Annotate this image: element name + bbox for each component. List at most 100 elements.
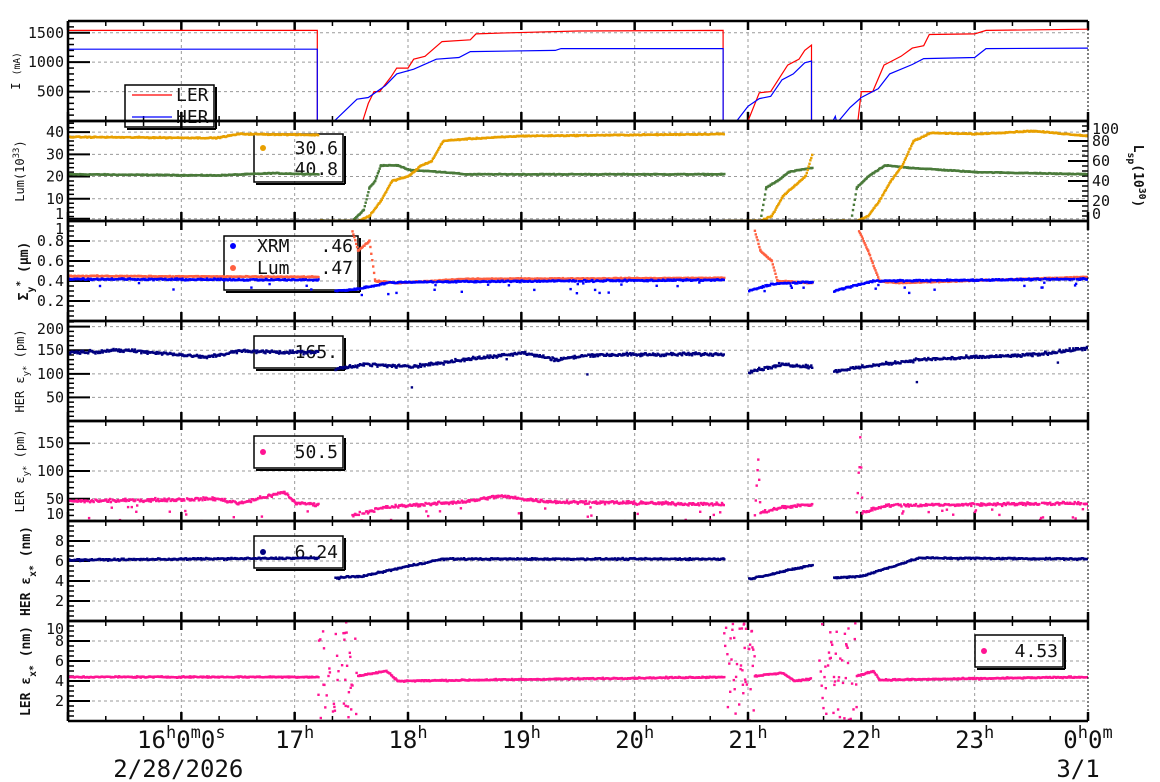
- y-tick-label: 1: [55, 205, 64, 223]
- label-part: (pm): [13, 329, 27, 365]
- y-axis-label: Lum(1033): [12, 140, 27, 201]
- data-point: [394, 281, 397, 285]
- data-point: [873, 206, 876, 209]
- y-tick-label: 30: [46, 145, 64, 163]
- data-point: [435, 151, 438, 155]
- data-point: [851, 208, 855, 212]
- data-point: [864, 243, 867, 247]
- legend-value: .47: [320, 258, 353, 279]
- data-point: [865, 246, 868, 249]
- data-point: [607, 291, 610, 294]
- data-point: [381, 196, 384, 200]
- data-point: [372, 265, 375, 268]
- data-point: [971, 278, 974, 281]
- data-point: [777, 203, 780, 206]
- data-point: [437, 148, 440, 151]
- data-point: [908, 291, 911, 295]
- y-tick-label: 200: [37, 320, 64, 338]
- data-point: [1074, 282, 1078, 285]
- data-point: [486, 280, 489, 283]
- data-point: [809, 159, 812, 162]
- data-point: [1022, 278, 1025, 281]
- data-point: [804, 174, 808, 177]
- data-point: [810, 156, 813, 160]
- data-point: [433, 155, 436, 158]
- data-point: [811, 153, 814, 157]
- data-point: [780, 196, 783, 200]
- data-point: [882, 191, 886, 194]
- data-point: [155, 350, 158, 354]
- label-part: (mA): [12, 52, 23, 75]
- label-part: Σ: [17, 292, 32, 300]
- data-point: [205, 277, 209, 280]
- data-point: [760, 214, 763, 217]
- legend-label: LER: [176, 85, 209, 106]
- data-point: [373, 278, 377, 281]
- label-part: 30: [1137, 188, 1148, 200]
- y-tick-label: 50: [46, 388, 64, 406]
- data-point: [698, 281, 701, 284]
- data-point: [581, 280, 584, 283]
- data-point: [377, 170, 380, 173]
- data-point: [360, 293, 363, 297]
- data-point: [866, 248, 869, 251]
- data-point: [375, 174, 379, 178]
- data-point: [76, 352, 79, 355]
- data-point: [869, 257, 873, 260]
- data-point: [858, 231, 862, 235]
- data-point: [762, 285, 765, 289]
- right-tick-label: 40: [1092, 172, 1110, 190]
- data-line: [68, 28, 1088, 121]
- data-point: [386, 188, 389, 191]
- data-point: [778, 200, 782, 203]
- data-point: [756, 238, 759, 242]
- data-point: [654, 279, 657, 282]
- data-point: [877, 278, 881, 281]
- data-point: [154, 352, 157, 355]
- data-point: [1041, 286, 1044, 289]
- data-point: [376, 203, 379, 207]
- data-point: [140, 352, 143, 355]
- data-point: [434, 283, 437, 287]
- data-point: [906, 153, 909, 156]
- data-point: [432, 280, 435, 284]
- data-point: [897, 168, 901, 172]
- data-point: [171, 278, 174, 281]
- data-point: [100, 349, 103, 352]
- data-point: [598, 291, 601, 295]
- data-point: [722, 133, 725, 136]
- label-part: y: [26, 287, 37, 293]
- data-point: [172, 288, 175, 291]
- data-point: [374, 179, 377, 183]
- data-point: [867, 249, 870, 253]
- data-point: [137, 281, 141, 285]
- data-point: [1086, 276, 1088, 279]
- data-point: [139, 349, 142, 352]
- y-tick-label: 1: [55, 220, 64, 238]
- data-point: [774, 208, 777, 211]
- data-point: [433, 288, 436, 291]
- data-point: [857, 230, 861, 233]
- data-point: [143, 350, 147, 353]
- data-point: [771, 212, 774, 216]
- data-point: [304, 278, 307, 281]
- data-point: [372, 181, 376, 184]
- data-point: [77, 350, 80, 354]
- data-point: [374, 206, 378, 209]
- data-point: [68, 352, 72, 355]
- data-point: [882, 193, 885, 196]
- data-point: [933, 288, 936, 291]
- data-point: [903, 158, 907, 161]
- data-point: [945, 279, 948, 282]
- right-tick-label: 20: [1092, 192, 1110, 210]
- data-point: [507, 284, 511, 287]
- data-point: [761, 209, 764, 212]
- data-point: [811, 166, 814, 170]
- data-point: [766, 256, 769, 259]
- data-point: [368, 239, 371, 242]
